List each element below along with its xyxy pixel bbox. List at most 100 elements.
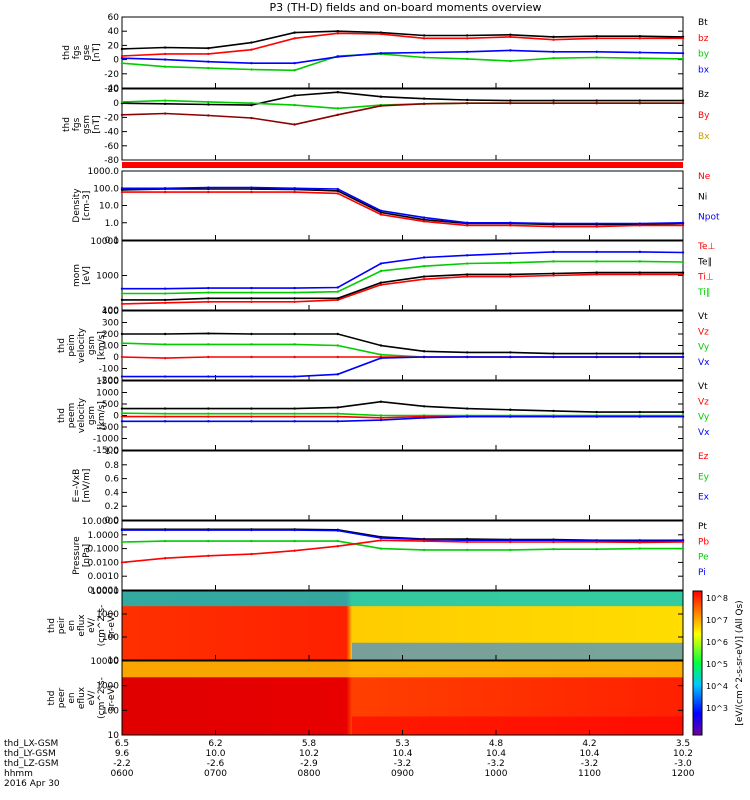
x-tick-label: 9.6 bbox=[115, 749, 130, 759]
data-point bbox=[638, 102, 642, 105]
legend-Vz: Vz bbox=[698, 327, 709, 337]
series-line bbox=[121, 32, 683, 57]
data-point bbox=[509, 99, 512, 102]
date-label: 2016 Apr 30 bbox=[4, 779, 60, 789]
data-point bbox=[552, 260, 555, 263]
data-point bbox=[595, 415, 598, 418]
y-axis-label: [nPa] bbox=[82, 544, 92, 567]
data-point bbox=[250, 103, 253, 107]
y-axis-label: fgs bbox=[72, 117, 82, 131]
data-point bbox=[681, 99, 685, 102]
y-axis-label: (cm^2-s- bbox=[97, 677, 107, 719]
x-tick-label: -3.2 bbox=[394, 759, 412, 769]
legend-Vt: Vt bbox=[698, 312, 708, 322]
legend-Pb: Pb bbox=[698, 537, 709, 547]
data-point bbox=[163, 112, 167, 115]
y-tick-label: 500 bbox=[102, 400, 119, 410]
series-line bbox=[121, 30, 684, 50]
data-point bbox=[466, 57, 469, 61]
data-point bbox=[422, 97, 426, 100]
y-tick-label: 10 bbox=[108, 731, 120, 741]
data-point bbox=[207, 407, 210, 410]
data-point bbox=[509, 224, 512, 227]
data-point bbox=[466, 355, 469, 359]
data-point bbox=[120, 332, 124, 336]
data-point bbox=[638, 224, 642, 227]
y-axis-label: [nT] bbox=[92, 115, 102, 133]
data-point bbox=[163, 415, 167, 418]
data-point bbox=[466, 262, 469, 265]
y-tick-label: 60 bbox=[108, 13, 120, 23]
legend-Vy: Vy bbox=[698, 343, 710, 353]
y-axis-label: [cm-3] bbox=[82, 191, 92, 221]
legend-Bt: Bt bbox=[698, 18, 708, 28]
y-tick-label: 0.0010 bbox=[88, 572, 120, 582]
legend-Ti∥: Ti∥ bbox=[697, 288, 710, 298]
data-point bbox=[422, 51, 426, 54]
data-point bbox=[250, 190, 253, 194]
data-point bbox=[681, 540, 685, 544]
data-point bbox=[293, 375, 296, 378]
data-point bbox=[120, 188, 124, 192]
data-point bbox=[120, 412, 124, 415]
panel-9 bbox=[121, 590, 684, 661]
data-point bbox=[207, 60, 210, 63]
y-axis-label: [km/s] bbox=[97, 401, 107, 430]
data-point bbox=[509, 273, 512, 276]
data-point bbox=[293, 103, 296, 107]
data-point bbox=[120, 292, 124, 295]
data-point bbox=[250, 332, 253, 336]
legend-Te∥: Te∥ bbox=[697, 257, 712, 267]
x-tick-label: 6.5 bbox=[115, 739, 129, 749]
data-point bbox=[552, 102, 555, 105]
data-point bbox=[638, 99, 642, 102]
legend-Bz: Bz bbox=[698, 90, 709, 100]
x-tick-label: 10.0 bbox=[205, 749, 225, 759]
spectrogram-low-band bbox=[352, 716, 683, 735]
data-point bbox=[422, 405, 426, 408]
y-tick-label: 20 bbox=[108, 41, 120, 51]
data-point bbox=[120, 355, 124, 359]
colorbar bbox=[692, 590, 703, 736]
data-point bbox=[379, 213, 383, 216]
y-axis-label: thd bbox=[62, 117, 72, 132]
data-point bbox=[250, 412, 253, 415]
data-point bbox=[466, 221, 469, 224]
data-point bbox=[120, 187, 124, 190]
y-axis-label: mom bbox=[72, 264, 82, 287]
data-point bbox=[379, 104, 383, 107]
legend-Ne: Ne bbox=[698, 172, 711, 182]
data-point bbox=[552, 274, 555, 277]
panel-4 bbox=[120, 240, 685, 311]
data-point bbox=[552, 38, 555, 41]
data-point bbox=[422, 264, 426, 268]
data-point bbox=[552, 222, 555, 225]
data-point bbox=[466, 98, 469, 102]
data-point bbox=[466, 273, 469, 276]
data-point bbox=[207, 186, 210, 189]
series-line bbox=[122, 332, 683, 355]
data-point bbox=[163, 407, 167, 410]
data-point bbox=[250, 116, 253, 120]
data-point bbox=[552, 250, 555, 254]
data-point bbox=[595, 50, 598, 53]
legend-Ey: Ey bbox=[698, 472, 710, 482]
y-tick-label: 400 bbox=[102, 307, 119, 317]
data-point bbox=[466, 540, 469, 544]
data-point bbox=[422, 350, 426, 353]
data-point bbox=[422, 256, 426, 259]
y-tick-label: 1.0 bbox=[105, 447, 120, 457]
data-point bbox=[120, 298, 124, 302]
data-point bbox=[336, 55, 339, 58]
y-axis-label: thd bbox=[47, 618, 57, 633]
colorbar-tick-label: 10^4 bbox=[706, 682, 728, 691]
spectrogram-high-band bbox=[122, 661, 683, 678]
data-point bbox=[336, 539, 339, 543]
series-line bbox=[122, 400, 683, 413]
legend-By: By bbox=[698, 111, 710, 121]
data-point bbox=[509, 59, 512, 63]
data-point bbox=[638, 352, 642, 355]
data-point bbox=[120, 302, 124, 306]
data-point bbox=[552, 548, 555, 551]
y-tick-label: 100 bbox=[102, 342, 119, 352]
